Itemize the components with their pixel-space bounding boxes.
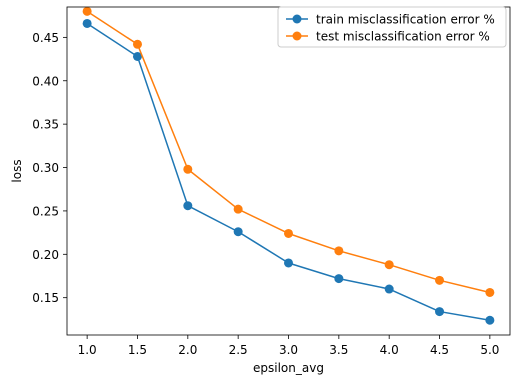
legend-swatch-marker (292, 31, 302, 41)
legend-label: train misclassification error % (316, 13, 495, 27)
data-point (132, 51, 142, 61)
legend-swatch-marker (292, 14, 302, 24)
x-axis-title: epsilon_avg (253, 361, 324, 375)
x-tick-label: 1.0 (78, 343, 97, 357)
data-point (485, 287, 495, 297)
data-point (284, 228, 293, 238)
y-axis-title: loss (10, 159, 24, 182)
x-tick-label: 4.5 (430, 343, 449, 357)
x-tick-label: 2.5 (229, 343, 248, 357)
data-point (233, 227, 243, 237)
legend-item: test misclassification error % (286, 30, 490, 44)
y-tick-label: 0.40 (32, 74, 59, 88)
data-point (82, 18, 92, 28)
data-point (485, 315, 495, 325)
y-tick-label: 0.20 (32, 248, 59, 262)
x-tick-label: 3.5 (329, 343, 348, 357)
data-point (435, 307, 445, 317)
data-point (384, 260, 394, 270)
x-tick-label: 4.0 (380, 343, 399, 357)
y-tick-label: 0.30 (32, 161, 59, 175)
x-tick-label: 1.5 (128, 343, 147, 357)
series-test (82, 6, 495, 297)
legend: train misclassification error % test misc… (277, 6, 507, 48)
series-train (82, 18, 495, 325)
data-point (334, 246, 344, 256)
data-point (233, 204, 243, 214)
data-point (183, 164, 193, 174)
y-axis-ticks: 0.15 0.20 0.25 0.30 0.35 0.40 0.45 (32, 31, 67, 305)
y-tick-label: 0.35 (32, 118, 59, 132)
data-point (183, 201, 193, 211)
x-tick-label: 2.0 (178, 343, 197, 357)
data-point (384, 284, 394, 294)
x-axis-ticks: 1.0 1.5 2.0 2.5 3.0 3.5 4.0 4.5 5.0 (78, 335, 499, 357)
legend-label: test misclassification error % (316, 30, 490, 44)
y-tick-label: 0.45 (32, 31, 59, 45)
x-tick-label: 3.0 (279, 343, 298, 357)
data-point (132, 39, 142, 49)
data-point (334, 274, 344, 284)
y-tick-label: 0.15 (32, 291, 59, 305)
legend-box (277, 6, 507, 48)
x-tick-label: 5.0 (480, 343, 499, 357)
data-point (82, 6, 92, 16)
legend-item: train misclassification error % (286, 13, 495, 27)
data-point (435, 275, 445, 285)
y-tick-label: 0.25 (32, 204, 59, 218)
series-layer (82, 6, 495, 325)
data-point (284, 258, 293, 268)
